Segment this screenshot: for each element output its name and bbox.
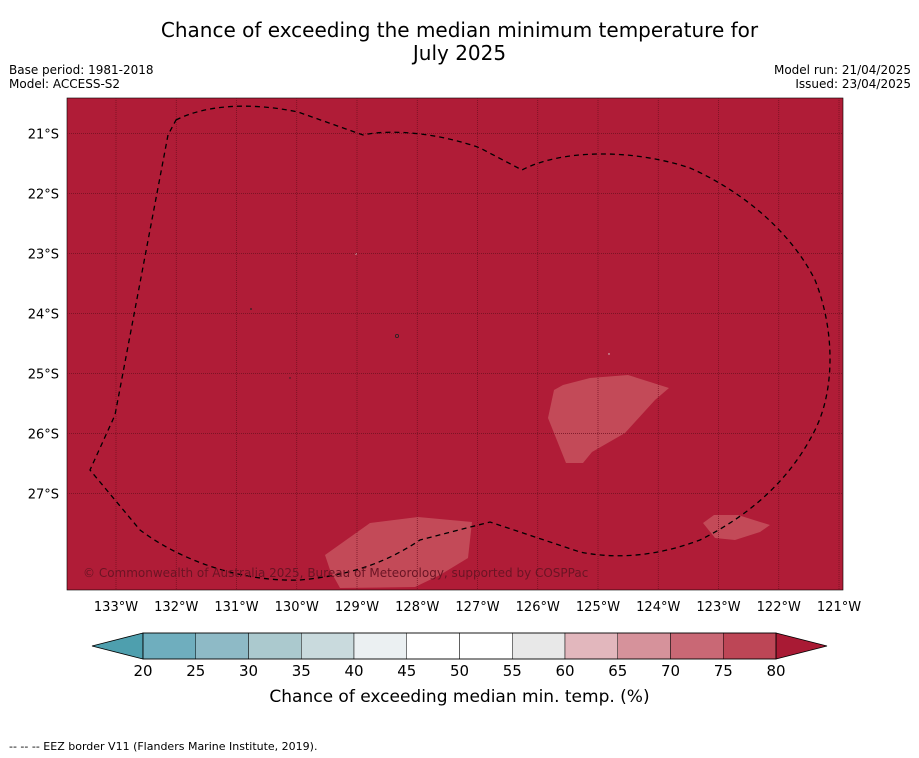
colorbar-over-arrow <box>775 632 828 660</box>
colorbar-segment <box>617 632 671 660</box>
colorbar-tick-label: 25 <box>186 662 205 680</box>
latitude-labels: 21°S 22°S 23°S 24°S 25°S 26°S 27°S <box>28 128 59 503</box>
colorbar-tick-label: 45 <box>397 662 416 680</box>
lat-label: 25°S <box>28 368 59 383</box>
lon-label: 125°W <box>576 600 620 615</box>
colorbar-label: Chance of exceeding median min. temp. (%… <box>269 687 650 707</box>
lat-label: 24°S <box>28 308 59 323</box>
meta-right: Model run: 21/04/2025 Issued: 23/04/2025 <box>774 63 911 91</box>
island-marker <box>608 353 610 355</box>
colorbar-segment <box>459 632 513 660</box>
model-name: Model: ACCESS-S2 <box>9 77 121 91</box>
copyright-text: © Commonwealth of Australia 2025, Bureau… <box>83 566 588 580</box>
gridlines <box>67 98 843 590</box>
colorbar: 20 25 30 35 40 45 50 55 60 65 70 75 80 <box>91 632 828 680</box>
chart-title-line2: July 2025 <box>412 41 507 65</box>
lat-label: 22°S <box>28 188 59 203</box>
colorbar-tick-label: 55 <box>503 662 522 680</box>
colorbar-segment <box>670 632 724 660</box>
lon-label: 130°W <box>275 600 319 615</box>
issued-date: Issued: 23/04/2025 <box>795 77 911 91</box>
lat-label: 27°S <box>28 488 59 503</box>
probability-patch-southeast <box>703 515 770 540</box>
colorbar-tick-label: 80 <box>766 662 785 680</box>
lon-label: 122°W <box>757 600 801 615</box>
lat-label: 23°S <box>28 248 59 263</box>
colorbar-frame <box>142 632 777 660</box>
colorbar-under-arrow <box>91 632 144 660</box>
colorbar-segment <box>248 632 302 660</box>
colorbar-tick-label: 30 <box>239 662 258 680</box>
lon-label: 123°W <box>696 600 740 615</box>
lon-label: 121°W <box>817 600 861 615</box>
lat-label: 21°S <box>28 128 59 143</box>
lat-label: 26°S <box>28 428 59 443</box>
lon-label: 133°W <box>94 600 138 615</box>
colorbar-segment <box>195 632 249 660</box>
eez-border <box>89 105 831 581</box>
colorbar-tick-label: 65 <box>608 662 627 680</box>
lon-label: 129°W <box>335 600 379 615</box>
lon-label: 127°W <box>455 600 499 615</box>
probability-patch-central <box>548 375 669 463</box>
lon-label: 131°W <box>214 600 258 615</box>
colorbar-segment <box>512 632 566 660</box>
colorbar-segment <box>564 632 618 660</box>
colorbar-segment <box>142 632 196 660</box>
colorbar-tick-label: 60 <box>555 662 574 680</box>
island-marker <box>250 308 252 310</box>
colorbar-tick-label: 50 <box>450 662 469 680</box>
lon-label: 124°W <box>636 600 680 615</box>
island-marker <box>289 377 291 379</box>
base-period: Base period: 1981-2018 <box>9 63 154 77</box>
meta-left: Base period: 1981-2018 Model: ACCESS-S2 <box>9 63 154 91</box>
lon-label: 128°W <box>395 600 439 615</box>
lon-label: 132°W <box>154 600 198 615</box>
longitude-labels: 133°W 132°W 131°W 130°W 129°W 128°W 127°W 126°W… <box>94 600 861 615</box>
colorbar-segment <box>353 632 407 660</box>
colorbar-segment <box>301 632 355 660</box>
colorbar-segment <box>723 632 777 660</box>
island-marker <box>394 333 399 338</box>
lon-label: 126°W <box>516 600 560 615</box>
colorbar-tick-label: 40 <box>344 662 363 680</box>
chart-title-line1: Chance of exceeding the median minimum t… <box>160 18 759 42</box>
colorbar-segment <box>406 632 460 660</box>
colorbar-tick-label: 70 <box>661 662 680 680</box>
colorbar-tick-label: 35 <box>292 662 311 680</box>
eez-footnote: -- -- -- EEZ border V11 (Flanders Marine… <box>9 740 318 753</box>
colorbar-tick-label: 75 <box>714 662 733 680</box>
colorbar-tick-label: 20 <box>133 662 152 680</box>
model-run: Model run: 21/04/2025 <box>773 63 911 77</box>
